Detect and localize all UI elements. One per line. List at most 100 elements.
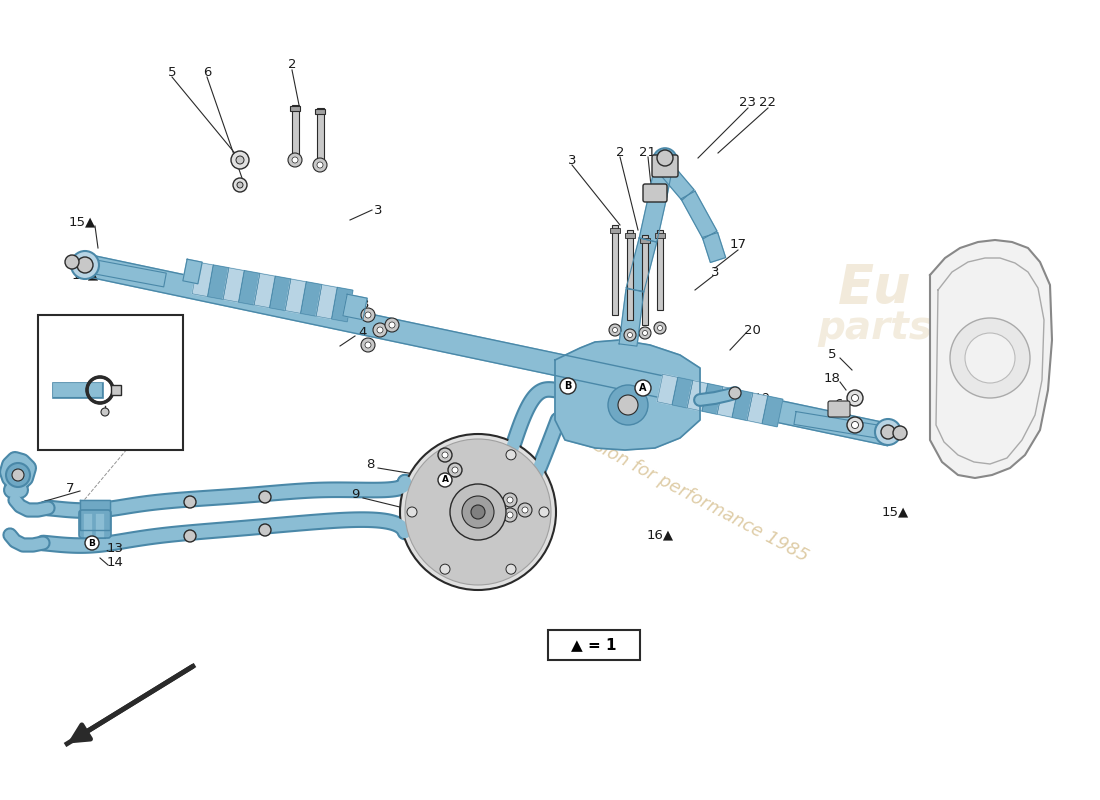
- Circle shape: [506, 564, 516, 574]
- Text: 8: 8: [366, 458, 374, 471]
- Polygon shape: [192, 262, 213, 297]
- Bar: [610, 228, 620, 233]
- Text: Eu: Eu: [838, 262, 912, 314]
- Circle shape: [6, 463, 30, 487]
- Circle shape: [965, 333, 1015, 383]
- Circle shape: [233, 178, 248, 192]
- Circle shape: [365, 342, 371, 348]
- Circle shape: [365, 312, 371, 318]
- Circle shape: [258, 491, 271, 503]
- Polygon shape: [82, 254, 892, 446]
- Text: 9: 9: [351, 489, 360, 502]
- Circle shape: [653, 148, 676, 172]
- Polygon shape: [254, 274, 275, 308]
- Text: 6: 6: [834, 398, 843, 411]
- Circle shape: [639, 327, 651, 339]
- Circle shape: [317, 162, 323, 168]
- Polygon shape: [657, 374, 678, 405]
- Polygon shape: [223, 268, 244, 302]
- Circle shape: [624, 329, 636, 341]
- Circle shape: [613, 327, 617, 333]
- Polygon shape: [285, 279, 306, 314]
- Circle shape: [314, 158, 327, 172]
- Text: B: B: [89, 538, 96, 547]
- Bar: [612, 225, 618, 315]
- Circle shape: [400, 434, 556, 590]
- Circle shape: [385, 318, 399, 332]
- Text: 16▲: 16▲: [647, 529, 673, 542]
- Polygon shape: [556, 340, 700, 450]
- Text: 2: 2: [288, 58, 296, 71]
- Polygon shape: [332, 287, 353, 322]
- Bar: [627, 230, 632, 320]
- Circle shape: [729, 387, 741, 399]
- Text: ▲ = 1: ▲ = 1: [571, 638, 617, 653]
- Text: 7: 7: [66, 482, 75, 494]
- Polygon shape: [208, 265, 229, 299]
- Circle shape: [518, 503, 532, 517]
- Circle shape: [292, 157, 298, 163]
- Circle shape: [609, 324, 622, 336]
- Circle shape: [450, 484, 506, 540]
- Bar: [39, 315, 183, 450]
- Circle shape: [539, 507, 549, 517]
- Text: 5: 5: [827, 349, 836, 362]
- Circle shape: [442, 452, 448, 458]
- Polygon shape: [930, 240, 1052, 478]
- Text: A: A: [441, 475, 449, 485]
- Text: 16▲: 16▲: [72, 269, 99, 282]
- Text: 20: 20: [744, 323, 760, 337]
- FancyBboxPatch shape: [79, 510, 111, 538]
- Circle shape: [101, 408, 109, 416]
- Polygon shape: [703, 233, 726, 262]
- Polygon shape: [639, 193, 667, 242]
- Circle shape: [184, 496, 196, 508]
- Circle shape: [657, 150, 673, 166]
- Bar: [292, 105, 298, 160]
- Circle shape: [373, 323, 387, 337]
- Polygon shape: [702, 384, 723, 414]
- Polygon shape: [747, 393, 768, 423]
- Circle shape: [522, 507, 528, 513]
- Bar: [654, 233, 666, 238]
- Polygon shape: [316, 285, 338, 319]
- Circle shape: [361, 338, 375, 352]
- Text: 2: 2: [616, 146, 625, 158]
- Circle shape: [361, 308, 375, 322]
- Circle shape: [438, 448, 452, 462]
- Text: 18: 18: [824, 371, 840, 385]
- Bar: [315, 109, 324, 114]
- Text: 3: 3: [361, 298, 370, 311]
- Circle shape: [471, 505, 485, 519]
- Polygon shape: [794, 411, 881, 438]
- Circle shape: [874, 419, 901, 445]
- Circle shape: [377, 327, 383, 333]
- Circle shape: [77, 257, 94, 273]
- Circle shape: [85, 536, 99, 550]
- Circle shape: [452, 467, 458, 473]
- Circle shape: [448, 463, 462, 477]
- Circle shape: [635, 380, 651, 396]
- Circle shape: [65, 255, 79, 269]
- Text: B: B: [564, 381, 572, 391]
- Circle shape: [507, 512, 513, 518]
- Circle shape: [258, 524, 271, 536]
- Text: 3: 3: [506, 471, 515, 485]
- Text: 3: 3: [568, 154, 576, 166]
- Circle shape: [654, 322, 666, 334]
- Text: 5: 5: [167, 66, 176, 78]
- Polygon shape: [80, 500, 110, 530]
- Text: 23: 23: [739, 95, 757, 109]
- Circle shape: [627, 333, 632, 338]
- Circle shape: [236, 182, 243, 188]
- Bar: [111, 385, 121, 395]
- Polygon shape: [733, 390, 752, 421]
- Circle shape: [236, 156, 244, 164]
- Circle shape: [642, 330, 648, 335]
- Circle shape: [184, 530, 196, 542]
- Bar: [640, 238, 650, 243]
- Polygon shape: [717, 386, 738, 418]
- Text: 22: 22: [759, 95, 777, 109]
- Bar: [317, 108, 323, 165]
- Circle shape: [950, 318, 1030, 398]
